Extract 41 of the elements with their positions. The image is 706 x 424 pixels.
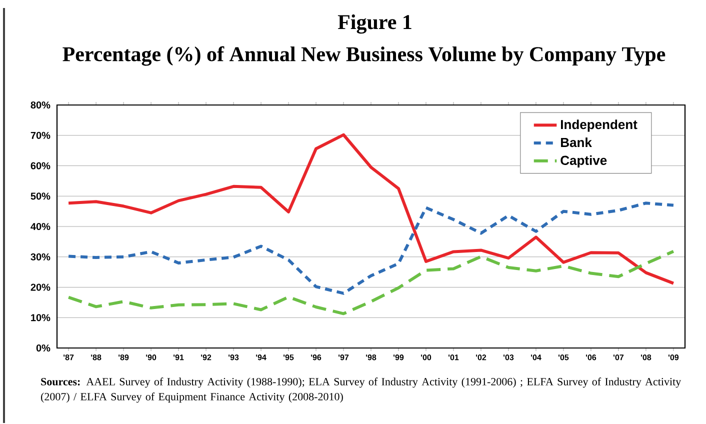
x-tick-label: '09	[668, 354, 679, 360]
x-tick-label: '99	[394, 354, 404, 360]
x-tick-label: '97	[338, 354, 349, 360]
line-series	[67, 202, 675, 295]
x-tick-label: '95	[284, 354, 294, 360]
x-tick-label: '04	[531, 354, 542, 360]
x-tick-label: '07	[613, 354, 624, 360]
y-tick-label: 50%	[30, 192, 50, 200]
y-tick-label: 10%	[31, 314, 50, 322]
y-tick-label: 70%	[30, 132, 50, 139]
legend-label: Independent	[561, 120, 638, 132]
x-tick-label: '92	[201, 354, 212, 360]
x-tick-label: '88	[91, 354, 102, 360]
x-tick-label: '91	[174, 354, 184, 360]
x-tick-label: '87	[64, 354, 74, 360]
x-tick-label: '06	[586, 354, 596, 360]
x-tick-label: '01	[448, 354, 459, 360]
chart-title: Figure 1	[338, 14, 412, 34]
y-tick-label: 20%	[30, 284, 50, 291]
x-tick-label: '98	[366, 354, 376, 360]
legend-label: Captive	[560, 155, 607, 168]
text: Sources: AAEL Survey of Industry Activity (1988-1990); ELA Survey of Industry Activity (1991-2006) ; ELFA Survey of Industry Activity (2007) / ELFA Survey of Equipment Finance Activity (2008-2010)	[41, 378, 682, 403]
x-tick-label: '08	[640, 354, 652, 360]
x-tick-label: '90	[146, 354, 156, 360]
x-tick-label: '89	[118, 354, 129, 360]
x-tick-label: '05	[558, 354, 569, 360]
y-tick-label: 80%	[30, 101, 50, 109]
x-tick-label: '96	[311, 354, 322, 360]
y-tick-label: 60%	[30, 162, 50, 170]
legend-label: Bank	[561, 138, 592, 148]
x-tick-label: '93	[228, 354, 239, 360]
chart-subtitle: Percentage (%) of Annual New Business Volume by Company Type	[62, 46, 666, 66]
line-series	[67, 133, 675, 285]
y-tick-label: 40%	[30, 222, 50, 230]
x-tick-label: '94	[256, 354, 266, 360]
x-tick-label: '03	[504, 354, 514, 360]
x-tick-label: '00	[421, 354, 432, 360]
line-series	[67, 250, 675, 316]
y-tick-label: 30%	[30, 253, 50, 260]
y-tick-label: 0%	[36, 344, 50, 352]
x-tick-label: '02	[476, 354, 486, 360]
